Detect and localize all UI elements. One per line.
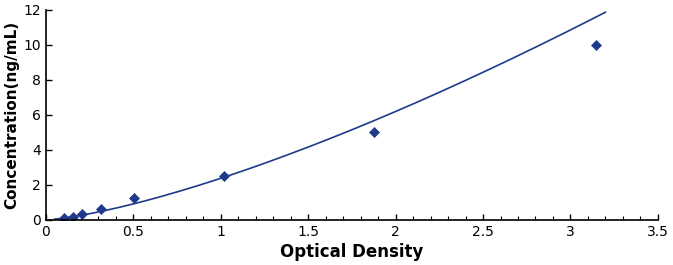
Y-axis label: Concentration(ng/mL): Concentration(ng/mL) bbox=[4, 21, 19, 209]
X-axis label: Optical Density: Optical Density bbox=[280, 243, 423, 261]
